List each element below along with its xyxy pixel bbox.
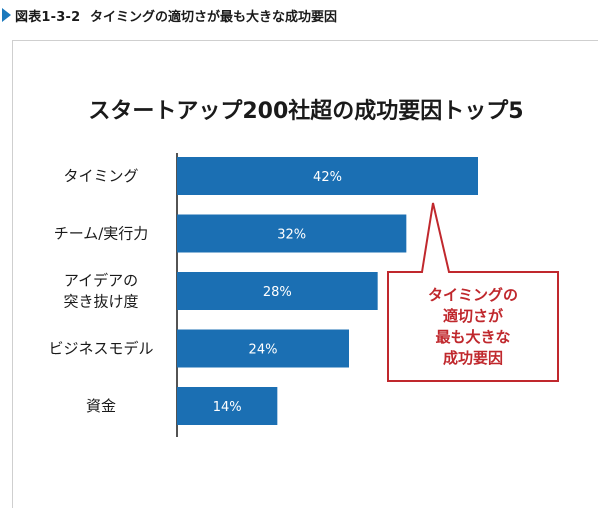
bar-value-label: 14% <box>213 400 242 415</box>
callout-text: 適切さが <box>443 307 504 325</box>
callout: タイミングの適切さが最も大きな成功要因 <box>387 202 559 382</box>
bar-chart: スタートアップ200社超の成功要因トップ5 タイミングチーム/実行力アイデアの突… <box>48 98 559 437</box>
callout-text: タイミングの <box>428 286 518 304</box>
category-label: タイミング <box>63 167 138 185</box>
bar <box>177 272 378 310</box>
chart-panel: スタートアップ200社超の成功要因トップ5 タイミングチーム/実行力 アイデアの突… <box>12 40 598 508</box>
callout-text: 最も大きな <box>435 328 510 346</box>
callout-text: 成功要因 <box>443 349 503 367</box>
bar <box>177 387 278 425</box>
category-label: 突き抜け度 <box>63 293 138 311</box>
figure-caption: タイミングの適切さが最も大きな成功要因 <box>90 10 338 25</box>
bar-value-label: 42% <box>313 170 342 185</box>
category-label: 資金 <box>86 397 116 415</box>
category-label: ビジネスモデル <box>48 340 153 358</box>
bar <box>177 214 407 253</box>
bar-value-label: 24% <box>249 343 278 358</box>
category-label: アイデアの <box>64 272 138 290</box>
bar-value-label: 28% <box>263 285 292 300</box>
triangle-marker-icon <box>2 8 11 22</box>
callout-box <box>387 202 559 382</box>
figure-header: 図表1-3-2 タイミングの適切さが最も大きな成功要因 <box>0 0 600 34</box>
bars: 42% 32% 28% 24% 14% <box>177 157 478 425</box>
bar <box>177 329 349 368</box>
chart-title: スタートアップ200社超の成功要因トップ5 <box>88 98 523 124</box>
category-label: チーム/実行力 <box>54 225 149 243</box>
figure-label: 図表1-3-2 <box>15 10 81 25</box>
bar <box>177 157 478 195</box>
bar-value-label: 32% <box>277 228 306 243</box>
